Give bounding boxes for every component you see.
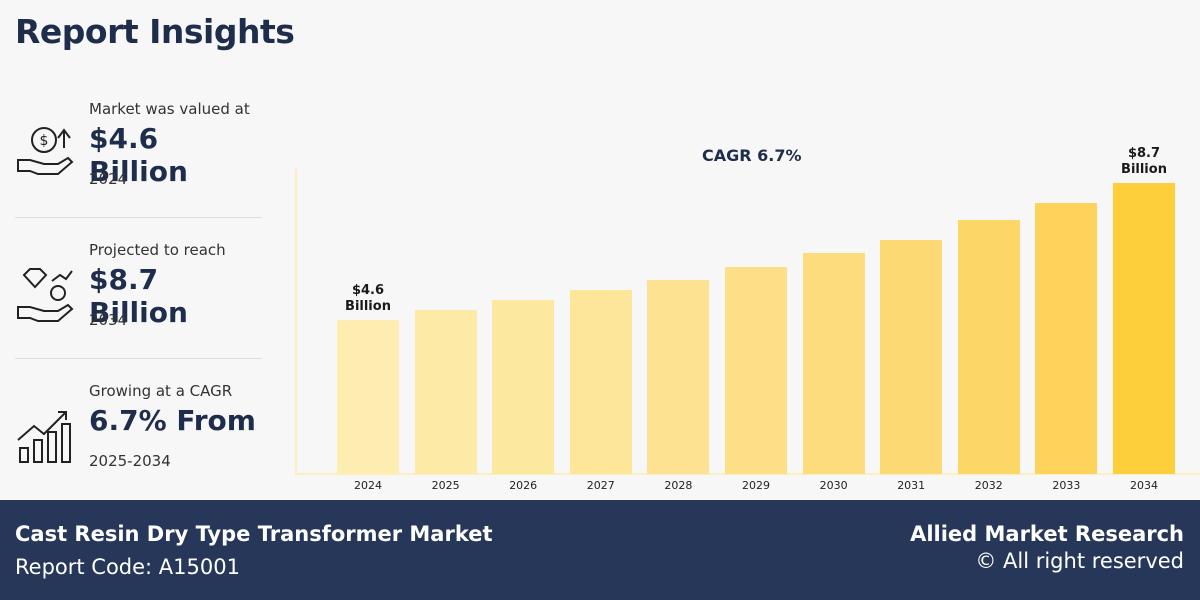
svg-text:$: $ xyxy=(40,133,49,149)
bar xyxy=(1035,203,1098,474)
axis-line xyxy=(295,168,297,475)
bar xyxy=(492,300,555,474)
bar xyxy=(802,253,865,474)
icon xyxy=(17,268,74,322)
value-label: $4.6 Billion xyxy=(345,283,391,315)
report-code: Report Code: A15001 xyxy=(15,555,240,579)
x-tick-label: 2028 xyxy=(664,479,693,492)
separator xyxy=(15,217,262,218)
bar xyxy=(569,290,632,474)
icon: $ xyxy=(17,127,74,175)
x-tick-label: 2030 xyxy=(819,479,848,492)
insight-label: Projected to reach xyxy=(89,241,226,259)
insight-label: Market was valued at xyxy=(89,100,250,118)
chart: CAGR 6.7% 2024 $4.6 Billion 2025 2026 2027 20… xyxy=(295,146,1200,492)
bar xyxy=(647,280,710,474)
footer: Cast Resin Dry Type Transformer Market R… xyxy=(0,500,1200,600)
insight-period: 2025-2034 xyxy=(89,452,171,470)
bar xyxy=(957,219,1020,474)
x-tick-label: 2025 xyxy=(431,479,460,492)
icon xyxy=(17,411,71,463)
x-tick-label: 2026 xyxy=(509,479,538,492)
x-tick-label: 2034 xyxy=(1130,479,1158,492)
brand: Allied Market Research xyxy=(910,522,1184,546)
insight-period: 2034 xyxy=(89,311,128,329)
bar xyxy=(414,310,477,474)
insight-period: 2024 xyxy=(89,170,128,188)
insight-value: $8.7 Billion xyxy=(89,263,188,329)
rights: © All right reserved xyxy=(975,549,1184,573)
x-tick-label: 2032 xyxy=(974,479,1003,492)
insight-value: $4.6 Billion xyxy=(89,122,188,188)
insight-label: Growing at a CAGR xyxy=(89,382,233,400)
insight: Projected to reach $8.7 Billion 2034 xyxy=(0,241,262,381)
bar xyxy=(725,266,787,474)
insight-value: 6.7% From xyxy=(89,404,256,437)
bar xyxy=(1113,183,1175,474)
bar xyxy=(880,239,943,474)
separator xyxy=(15,358,262,359)
insight: $ Market was valued at $4.6 Billion 2024 xyxy=(0,100,262,240)
x-tick-label: 2027 xyxy=(586,479,615,492)
axis-line xyxy=(295,473,1200,475)
bar xyxy=(337,320,399,474)
x-tick-label: 2024 xyxy=(354,479,382,492)
x-tick-label: 2033 xyxy=(1052,479,1081,492)
value-label: $8.7 Billion xyxy=(1121,146,1167,177)
x-tick-label: 2029 xyxy=(742,479,770,492)
market-name: Cast Resin Dry Type Transformer Market xyxy=(15,522,493,546)
page-title: Report Insights xyxy=(15,12,295,51)
x-tick-label: 2031 xyxy=(897,479,926,492)
chart-annotation: CAGR 6.7% xyxy=(702,146,802,165)
insight: Growing at a CAGR 6.7% From 2025-2034 xyxy=(0,382,262,522)
